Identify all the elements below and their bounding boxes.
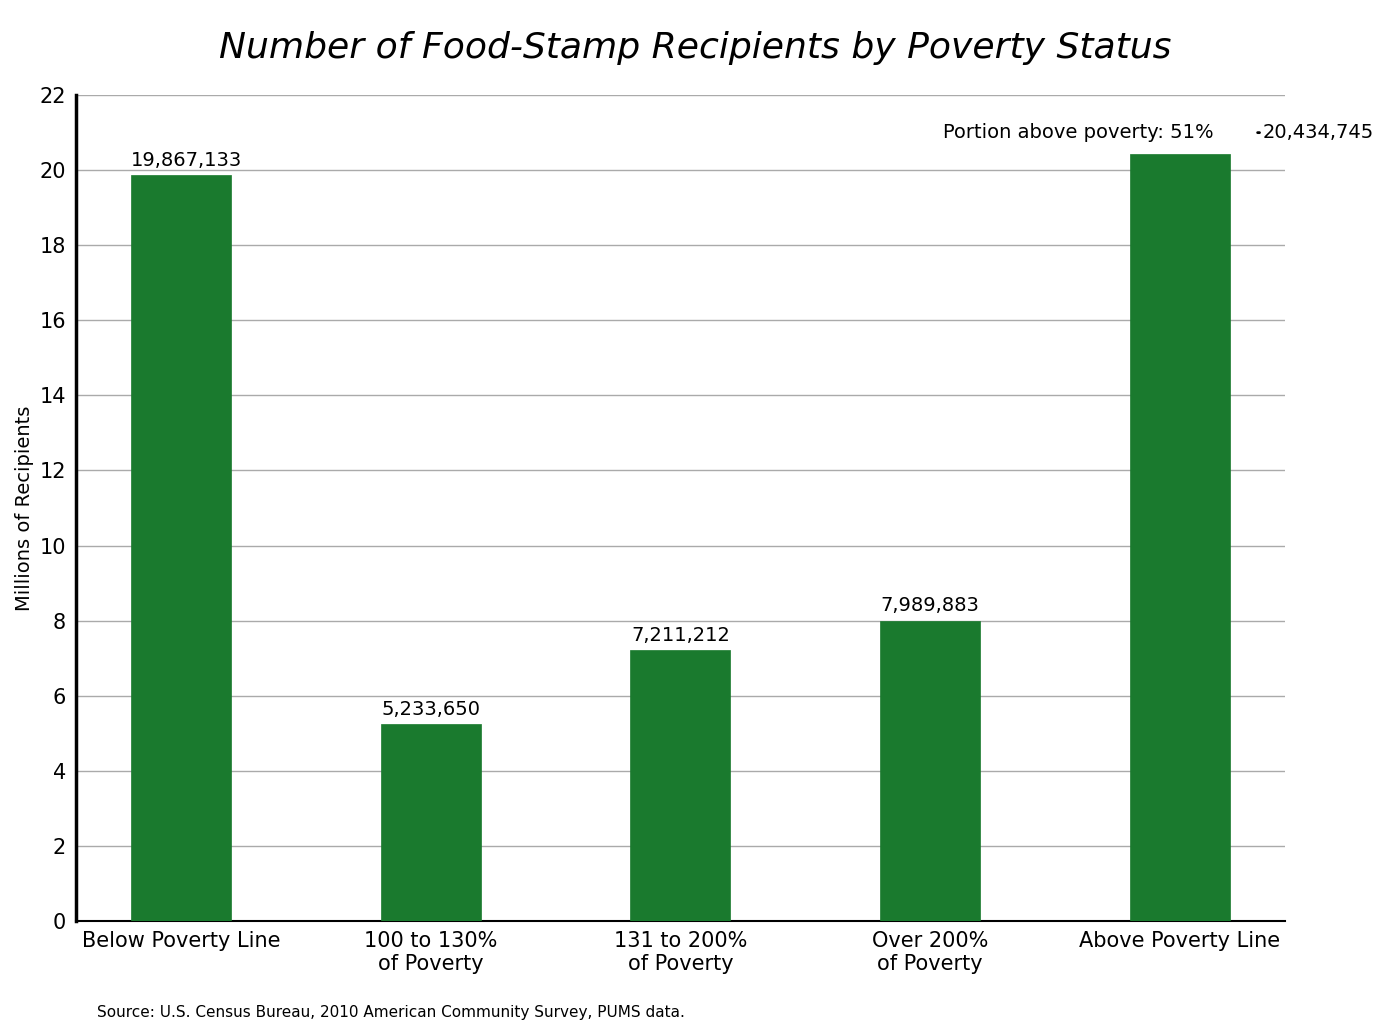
Text: 20,434,745: 20,434,745 (1262, 124, 1373, 142)
Y-axis label: Millions of Recipients: Millions of Recipients (15, 405, 33, 611)
Bar (131, 175, 231, 921)
Bar (1129, 153, 1230, 921)
Bar (381, 724, 480, 921)
Text: 7,989,883: 7,989,883 (881, 596, 979, 615)
Bar (630, 650, 730, 921)
Bar (881, 621, 981, 921)
Text: 19,867,133: 19,867,133 (131, 150, 242, 170)
Text: Source: U.S. Census Bureau, 2010 American Community Survey, PUMS data.: Source: U.S. Census Bureau, 2010 America… (97, 1004, 686, 1020)
Text: Number of Food-Stamp Recipients by Poverty Status: Number of Food-Stamp Recipients by Pover… (220, 31, 1171, 65)
Text: Portion above poverty: 51%: Portion above poverty: 51% (943, 124, 1213, 142)
Text: 7,211,212: 7,211,212 (632, 625, 730, 645)
Text: 5,233,650: 5,233,650 (381, 699, 480, 719)
